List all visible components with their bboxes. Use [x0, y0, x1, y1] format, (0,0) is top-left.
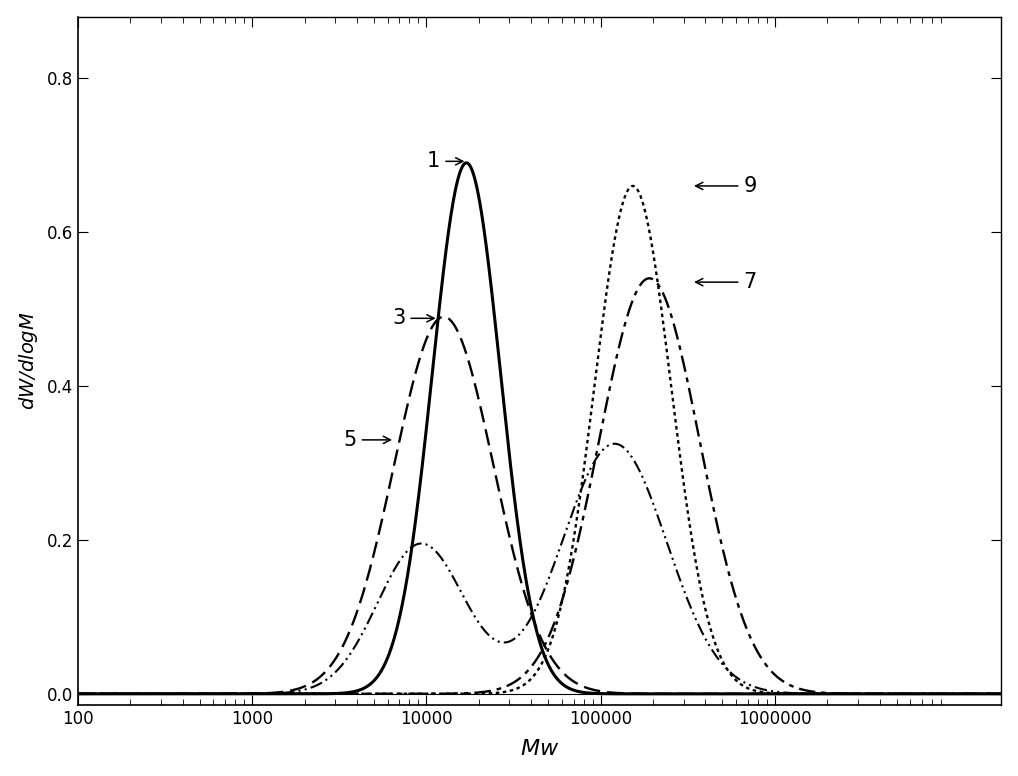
- Text: 7: 7: [695, 272, 756, 292]
- Text: 3: 3: [392, 308, 434, 328]
- Text: 9: 9: [695, 176, 756, 196]
- Text: 1: 1: [427, 151, 463, 171]
- Text: 5: 5: [343, 430, 391, 450]
- X-axis label: $M$w: $M$w: [520, 740, 559, 760]
- Y-axis label: d$W$/dlog$M$: d$W$/dlog$M$: [16, 312, 40, 411]
